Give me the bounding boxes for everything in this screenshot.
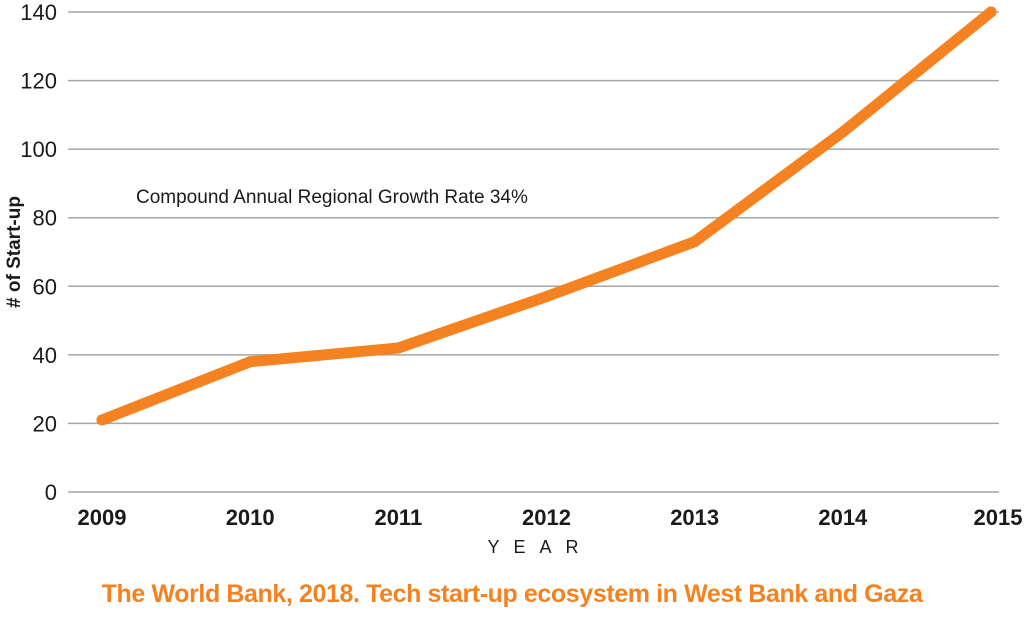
x-tick-label: 2010 bbox=[226, 505, 275, 530]
y-tick-label: 140 bbox=[20, 0, 57, 25]
source-caption: The World Bank, 2018. Tech start-up ecos… bbox=[101, 580, 923, 608]
series-group bbox=[96, 6, 997, 426]
x-tick-label: 2009 bbox=[78, 505, 127, 530]
data-point bbox=[96, 414, 108, 426]
x-axis-label: YEAR bbox=[487, 537, 592, 557]
y-tick-label: 40 bbox=[33, 343, 57, 368]
x-tick-label: 2014 bbox=[818, 505, 868, 530]
data-point bbox=[244, 356, 256, 368]
x-tick-label: 2015 bbox=[974, 505, 1023, 530]
data-point bbox=[689, 236, 701, 248]
x-tick-label: 2011 bbox=[374, 505, 422, 530]
x-axis-ticks: 2009 2010 2011 2012 2013 2014 2015 bbox=[78, 505, 1023, 530]
gridlines bbox=[68, 11, 999, 493]
x-tick-label: 2013 bbox=[670, 505, 719, 530]
y-tick-label: 80 bbox=[33, 206, 57, 231]
y-tick-label: 120 bbox=[20, 69, 57, 94]
y-tick-label: 60 bbox=[33, 274, 57, 299]
growth-rate-annotation: Compound Annual Regional Growth Rate 34% bbox=[136, 187, 528, 208]
data-point bbox=[392, 342, 404, 354]
data-point bbox=[541, 291, 552, 303]
y-tick-label: 100 bbox=[20, 137, 57, 162]
data-point bbox=[837, 126, 849, 138]
y-tick-label: 20 bbox=[33, 411, 57, 436]
y-axis-ticks: 0 20 40 60 80 100 120 140 bbox=[20, 0, 57, 505]
series-line bbox=[96, 6, 997, 426]
y-tick-label: 0 bbox=[45, 480, 57, 505]
data-point bbox=[985, 6, 997, 18]
x-tick-label: 2012 bbox=[522, 505, 571, 530]
y-axis-label: # of Start-up bbox=[4, 196, 25, 308]
